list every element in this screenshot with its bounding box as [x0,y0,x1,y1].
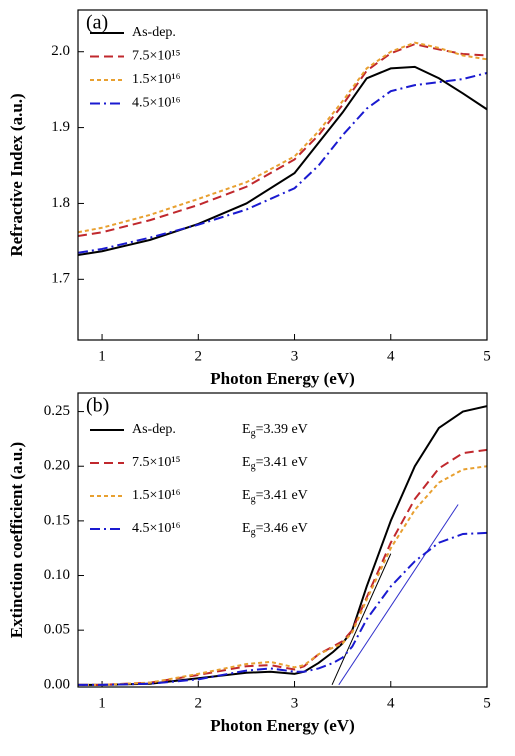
legend-label: 7.5×10¹⁵ [132,49,181,64]
legend-label: 1.5×10¹⁶ [132,72,181,87]
panel-label: (b) [86,395,109,417]
gap-subscript: g [251,527,256,538]
y-tick-label: 1.8 [51,195,70,211]
x-tick-label: 5 [483,348,491,364]
y-tick-label: 0.05 [44,622,70,638]
plot-frame [77,9,488,341]
legend-label: 4.5×10¹⁶ [132,96,181,111]
plot-area [78,405,487,686]
gap-subscript: g [251,461,256,472]
panel-label: (a) [86,12,108,34]
plot-frame [77,392,488,688]
legend-label: As-dep. [132,422,176,437]
series-line [78,41,487,234]
series-line [78,43,487,238]
x-axis-title: Photon Energy (eV) [210,369,354,388]
gap-symbol: E [242,488,251,503]
x-tick-label: 1 [98,695,106,711]
series-line [78,448,487,686]
gap-subscript: g [251,428,256,439]
legend-label: 7.5×10¹⁵ [132,455,181,470]
x-tick-label: 4 [387,348,395,364]
legend-label: As-dep. [132,25,176,40]
y-tick-label: 0.20 [44,458,70,474]
y-tick-label: 2.0 [51,43,70,59]
band-gap-label: Eg=3.39 eV [242,422,308,439]
x-tick-label: 1 [98,348,106,364]
gap-symbol: E [242,521,251,536]
band-gap-label: Eg=3.41 eV [242,488,308,505]
y-tick-label: 0.10 [44,567,70,583]
x-tick-label: 3 [291,348,299,364]
x-axis-title: Photon Energy (eV) [210,716,354,735]
series-line [78,71,487,254]
series-line [78,405,487,686]
x-tick-label: 2 [195,695,203,711]
x-tick-label: 4 [387,695,395,711]
y-axis-title: Extinction coefficient (a.u.) [7,442,26,638]
gap-symbol: E [242,422,251,437]
fit-line [338,504,459,686]
band-gap-label: Eg=3.46 eV [242,521,308,538]
gap-text: =3.41 eV [256,455,308,470]
legend-label: 1.5×10¹⁶ [132,488,181,503]
series-line [78,65,487,257]
plot-area [78,41,487,257]
y-axis-title: Refractive Index (a.u.) [7,93,26,256]
gap-text: =3.41 eV [256,488,308,503]
y-tick-label: 1.7 [51,271,70,287]
gap-text: =3.46 eV [256,521,308,536]
gap-symbol: E [242,455,251,470]
fit-line [331,553,392,686]
series-line [78,531,487,686]
band-gap-label: Eg=3.41 eV [242,455,308,472]
gap-text: =3.39 eV [256,422,308,437]
y-tick-label: 0.00 [44,676,70,692]
legend-label: 4.5×10¹⁶ [132,521,181,536]
y-tick-label: 0.25 [44,403,70,419]
x-tick-label: 5 [483,695,491,711]
y-tick-label: 0.15 [44,512,70,528]
series-line [78,465,487,686]
y-tick-label: 1.9 [51,119,70,135]
panel: 1 2 3 4 5 1.7 1.8 1.9 2.0 As-dep. 7.5×10¹⁵ 1.5×10¹⁶… [7,9,491,388]
x-tick-label: 3 [291,695,299,711]
x-tick-label: 2 [195,348,203,364]
gap-subscript: g [251,494,256,505]
